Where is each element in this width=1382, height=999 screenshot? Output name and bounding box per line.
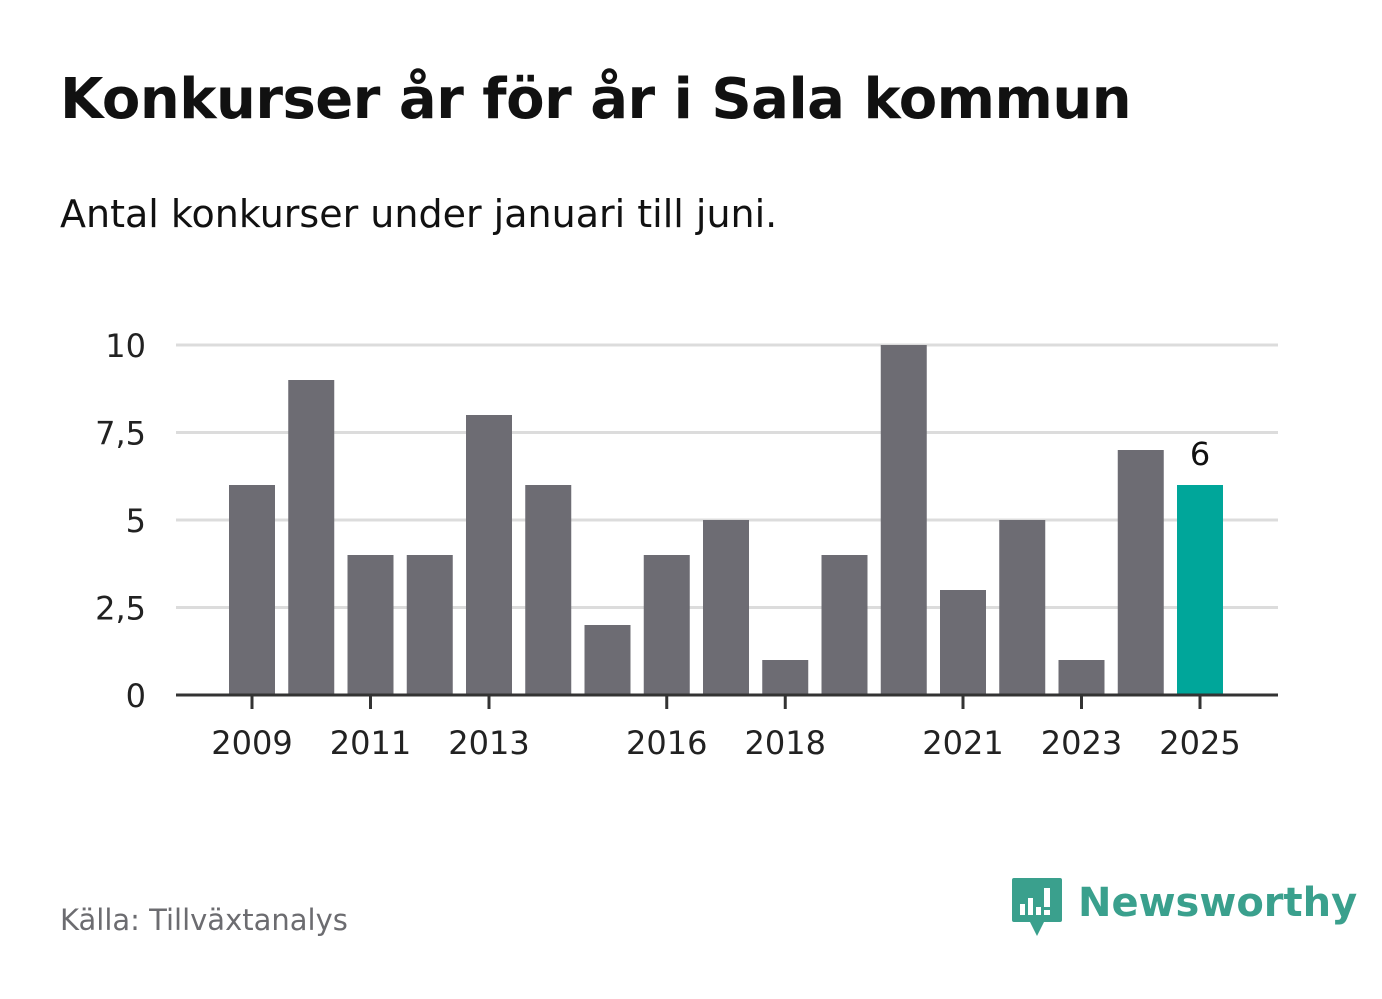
bar-2023 <box>1058 660 1105 695</box>
y-tick-label: 2,5 <box>95 590 146 628</box>
data-labels: 6 <box>1190 435 1210 473</box>
x-tick-label: 2009 <box>211 724 292 762</box>
x-tick-label: 2023 <box>1041 724 1122 762</box>
bar-2016 <box>643 555 690 695</box>
y-tick-label: 0 <box>126 677 146 715</box>
x-axis <box>176 693 1278 709</box>
bar-2010 <box>288 380 335 695</box>
bars <box>229 345 1223 695</box>
bar-2017 <box>703 520 749 695</box>
bar-2012 <box>406 555 453 695</box>
x-axis-labels: 2009 2011 2013 2016 2018 2021 2023 2025 <box>211 724 1240 762</box>
bar-2014 <box>525 485 572 695</box>
newsworthy-logo: Newsworthy <box>1010 876 1357 942</box>
bar-2013 <box>466 415 512 695</box>
y-tick-label: 10 <box>105 327 146 365</box>
x-tick-label: 2016 <box>626 724 707 762</box>
x-tick-label: 2013 <box>448 724 529 762</box>
bar-2020 <box>880 345 927 695</box>
bar-2021 <box>940 590 986 695</box>
bar-2022 <box>999 520 1046 695</box>
x-tick-label: 2021 <box>922 724 1003 762</box>
y-axis-labels: 0 2,5 5 7,5 10 <box>95 327 146 715</box>
chart-subtitle: Antal konkurser under januari till juni. <box>60 192 778 236</box>
data-label-2025: 6 <box>1190 435 1210 473</box>
chart-title: Konkurser år för år i Sala kommun <box>60 67 1132 132</box>
x-tick-label: 2011 <box>330 724 411 762</box>
bar-2011 <box>347 555 394 695</box>
bar-2009 <box>229 485 275 695</box>
bar-2019 <box>821 555 868 695</box>
y-tick-label: 5 <box>126 502 146 540</box>
newsworthy-chart-bubble-icon <box>1012 878 1062 936</box>
brand-name: Newsworthy <box>1078 880 1358 926</box>
bar-2025 <box>1177 485 1223 695</box>
y-tick-label: 7,5 <box>95 415 146 453</box>
bar-2018 <box>762 660 809 695</box>
x-tick-label: 2025 <box>1159 724 1240 762</box>
x-tick-label: 2018 <box>745 724 826 762</box>
bar-2015 <box>584 625 631 695</box>
bar-2024 <box>1117 450 1164 695</box>
source-note: Källa: Tillväxtanalys <box>60 903 348 937</box>
